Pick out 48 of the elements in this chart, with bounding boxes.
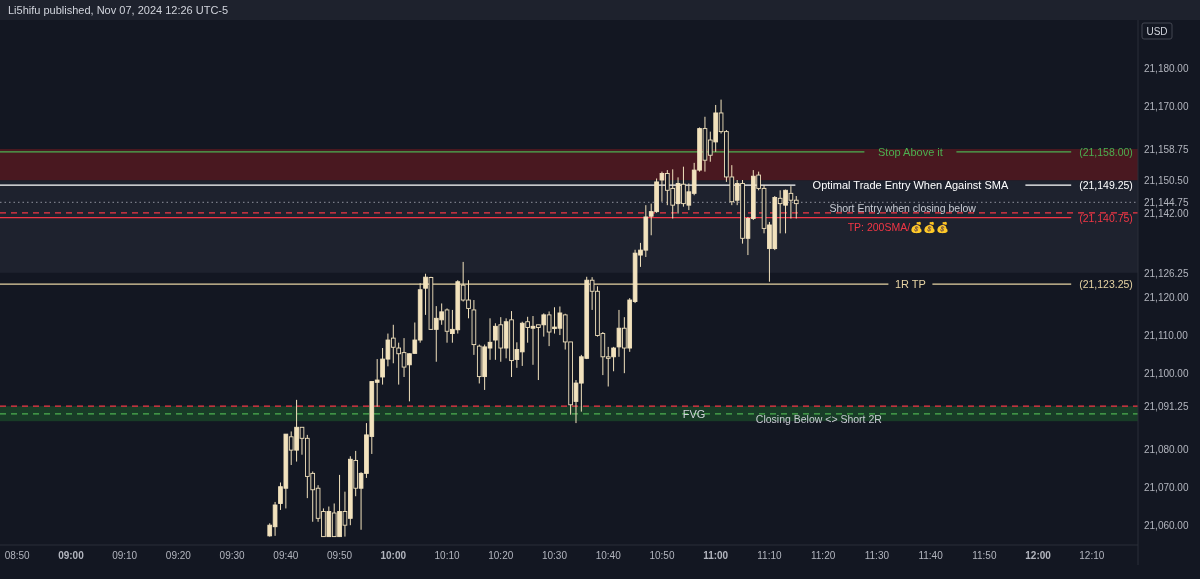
y-tick-label: 21,110.00 — [1144, 329, 1189, 341]
x-tick-label: 11:00 — [703, 550, 729, 561]
x-tick-label: 10:20 — [488, 550, 514, 561]
ref-line-label: 1R TP — [894, 278, 926, 291]
x-tick-label: 11:30 — [864, 550, 890, 561]
y-tick-label: 21,100.00 — [1144, 367, 1189, 379]
y-tick-label: 21,142.00 — [1144, 207, 1189, 219]
x-tick-label: 09:30 — [219, 550, 246, 561]
y-tick-label: 21,080.00 — [1144, 443, 1189, 455]
x-tick-label: 09:20 — [165, 550, 192, 561]
annotation: (21,158.00) — [1079, 145, 1133, 158]
x-tick-label: 10:40 — [595, 550, 622, 561]
y-tick-label: 21,091.25 — [1144, 401, 1189, 413]
x-tick-label: 10:10 — [434, 550, 460, 561]
y-tick-label: 21,070.00 — [1144, 482, 1189, 494]
annotation: TP: 200SMA/💰💰💰 — [847, 221, 950, 234]
x-tick-label: 08:50 — [4, 550, 31, 561]
x-tick-label: 10:00 — [380, 550, 407, 561]
x-tick-label: 12:10 — [1079, 550, 1105, 561]
y-tick-label: 21,126.25 — [1144, 267, 1189, 279]
y-tick-label: 21,150.50 — [1144, 175, 1189, 187]
y-axis-title: USD — [1146, 26, 1168, 37]
x-tick-label: 09:40 — [273, 550, 299, 561]
x-tick-label: 11:20 — [810, 550, 836, 561]
y-tick-label: 21,060.00 — [1144, 520, 1189, 532]
annotation: (21,149.25) — [1079, 179, 1133, 192]
y-tick-label: 21,158.75 — [1144, 143, 1189, 155]
x-tick-label: 10:50 — [649, 550, 675, 561]
y-tick-label: 21,120.00 — [1144, 291, 1189, 303]
y-tick-label: 21,180.00 — [1144, 63, 1189, 74]
annotation: Short Entry when closing below — [829, 201, 977, 214]
band-label: FVG — [682, 407, 706, 420]
x-tick-label: 11:40 — [918, 550, 944, 561]
ref-line-label: Stop Above it — [877, 145, 943, 158]
annotation: (21,123.25) — [1079, 278, 1133, 291]
x-tick-label: 12:00 — [1025, 550, 1052, 561]
x-tick-label: 09:00 — [58, 550, 85, 561]
annotation: (21,140.75) — [1079, 211, 1133, 224]
annotation: Closing Below <> Short 2R — [755, 413, 883, 426]
chart-title: Li5hifu published, Nov 07, 2024 12:26 UTC-5 — [8, 4, 229, 16]
x-tick-label: 11:50 — [972, 550, 997, 561]
y-tick-label: 21,170.00 — [1144, 101, 1189, 113]
x-tick-label: 09:10 — [112, 550, 138, 561]
ref-line-label: Optimal Trade Entry When Against SMA — [812, 179, 1009, 192]
x-tick-label: 11:10 — [757, 550, 782, 561]
x-tick-label: 09:50 — [327, 550, 353, 561]
y-tick-label: 21,144.75 — [1144, 197, 1189, 209]
x-tick-label: 10:30 — [541, 550, 568, 561]
